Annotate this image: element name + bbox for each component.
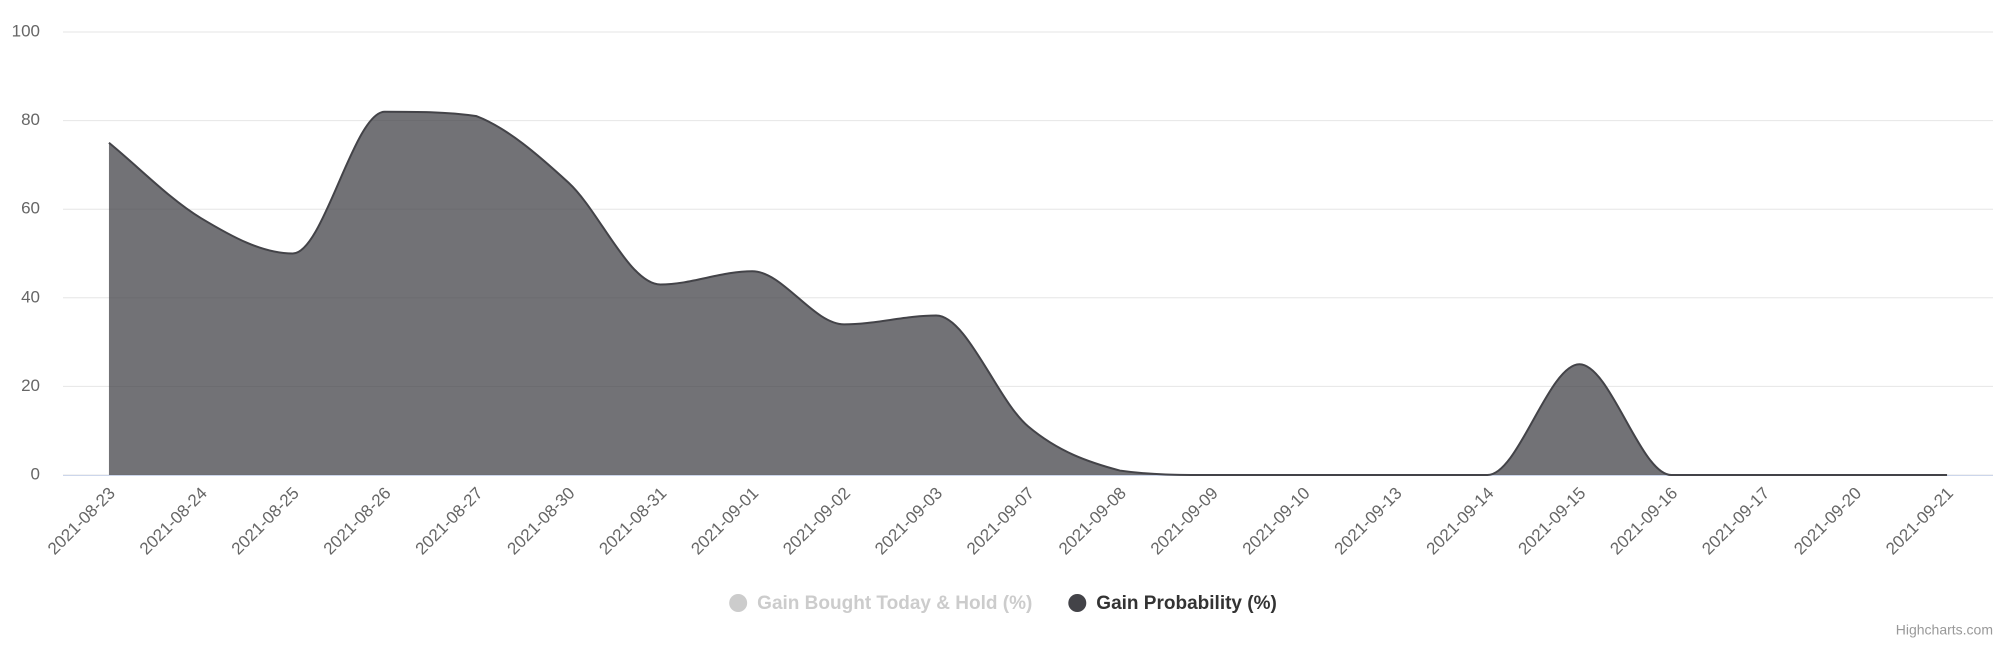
x-tick-label: 2021-09-20 [1790, 484, 1865, 559]
legend-label[interactable]: Gain Bought Today & Hold (%) [757, 593, 1032, 614]
x-tick-label: 2021-09-13 [1331, 484, 1406, 559]
area [108, 111, 1948, 476]
legend-symbol[interactable] [1068, 594, 1087, 612]
x-tick-label: 2021-09-01 [687, 484, 762, 559]
legend-symbol[interactable] [729, 594, 748, 612]
x-tick-label: 2021-09-15 [1514, 484, 1589, 559]
x-tick-label: 2021-09-10 [1239, 484, 1314, 559]
x-tick-label: 2021-09-16 [1606, 484, 1681, 559]
line [108, 110, 1948, 477]
x-tick-label: 2021-09-21 [1882, 484, 1957, 559]
y-tick-label: 40 [21, 287, 40, 306]
y-tick-label: 0 [31, 464, 40, 483]
x-tick-label: 2021-09-09 [1147, 484, 1222, 559]
legend-label[interactable]: Gain Probability (%) [1096, 593, 1277, 614]
x-tick-label: 2021-09-02 [779, 484, 854, 559]
x-tick-label: 2021-09-17 [1698, 484, 1773, 559]
y-tick-label: 60 [21, 199, 40, 218]
y-tick-label: 20 [21, 376, 40, 395]
x-tick-label: 2021-09-03 [871, 484, 946, 559]
legend: Gain Bought Today & Hold (%) Gain Probabi… [729, 593, 1277, 614]
y-tick-label: 100 [12, 21, 40, 40]
x-tick-label: 2021-08-25 [228, 484, 303, 559]
x-tick-label: 2021-08-26 [320, 484, 395, 559]
x-tick-label: 2021-09-08 [1055, 484, 1130, 559]
x-tick-label: 2021-08-27 [412, 484, 487, 559]
x-tick-label: 2021-08-23 [44, 484, 119, 559]
y-tick-label: 80 [21, 110, 40, 129]
x-tick-label: 2021-08-31 [595, 484, 670, 559]
credits[interactable]: Highcharts.com [1896, 622, 1993, 638]
x-tick-label: 2021-09-14 [1423, 484, 1498, 559]
x-tick-label: 2021-09-07 [963, 484, 1038, 559]
x-tick-label: 2021-08-24 [136, 484, 211, 559]
x-tick-label: 2021-08-30 [504, 484, 579, 559]
